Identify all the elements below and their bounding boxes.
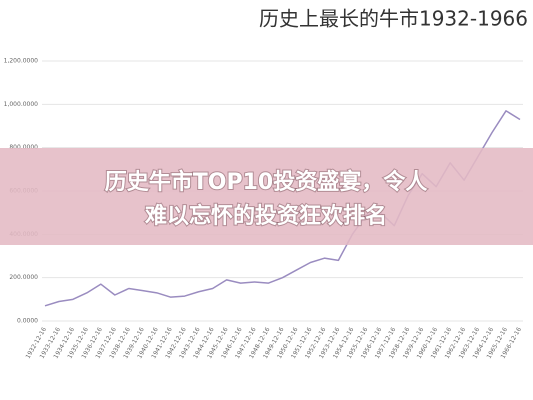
y-tick-label: 800.0000 — [9, 144, 38, 151]
banner-line: 历史牛市TOP10投资盛宴，令人 — [105, 169, 427, 195]
banner — [0, 148, 533, 245]
y-tick-label: 200.0000 — [9, 274, 38, 281]
chart-title: 历史上最长的牛市1932-1966 — [259, 7, 528, 31]
y-tick-label: 0.0000 — [17, 318, 38, 325]
banner-line: 难以忘怀的投资狂欢排名 — [144, 203, 387, 229]
plot: 0.0000200.0000400.0000600.0000800.00001,… — [4, 58, 523, 360]
y-tick-label: 1,000.0000 — [4, 101, 39, 108]
y-tick-label: 1,200.0000 — [4, 58, 39, 65]
